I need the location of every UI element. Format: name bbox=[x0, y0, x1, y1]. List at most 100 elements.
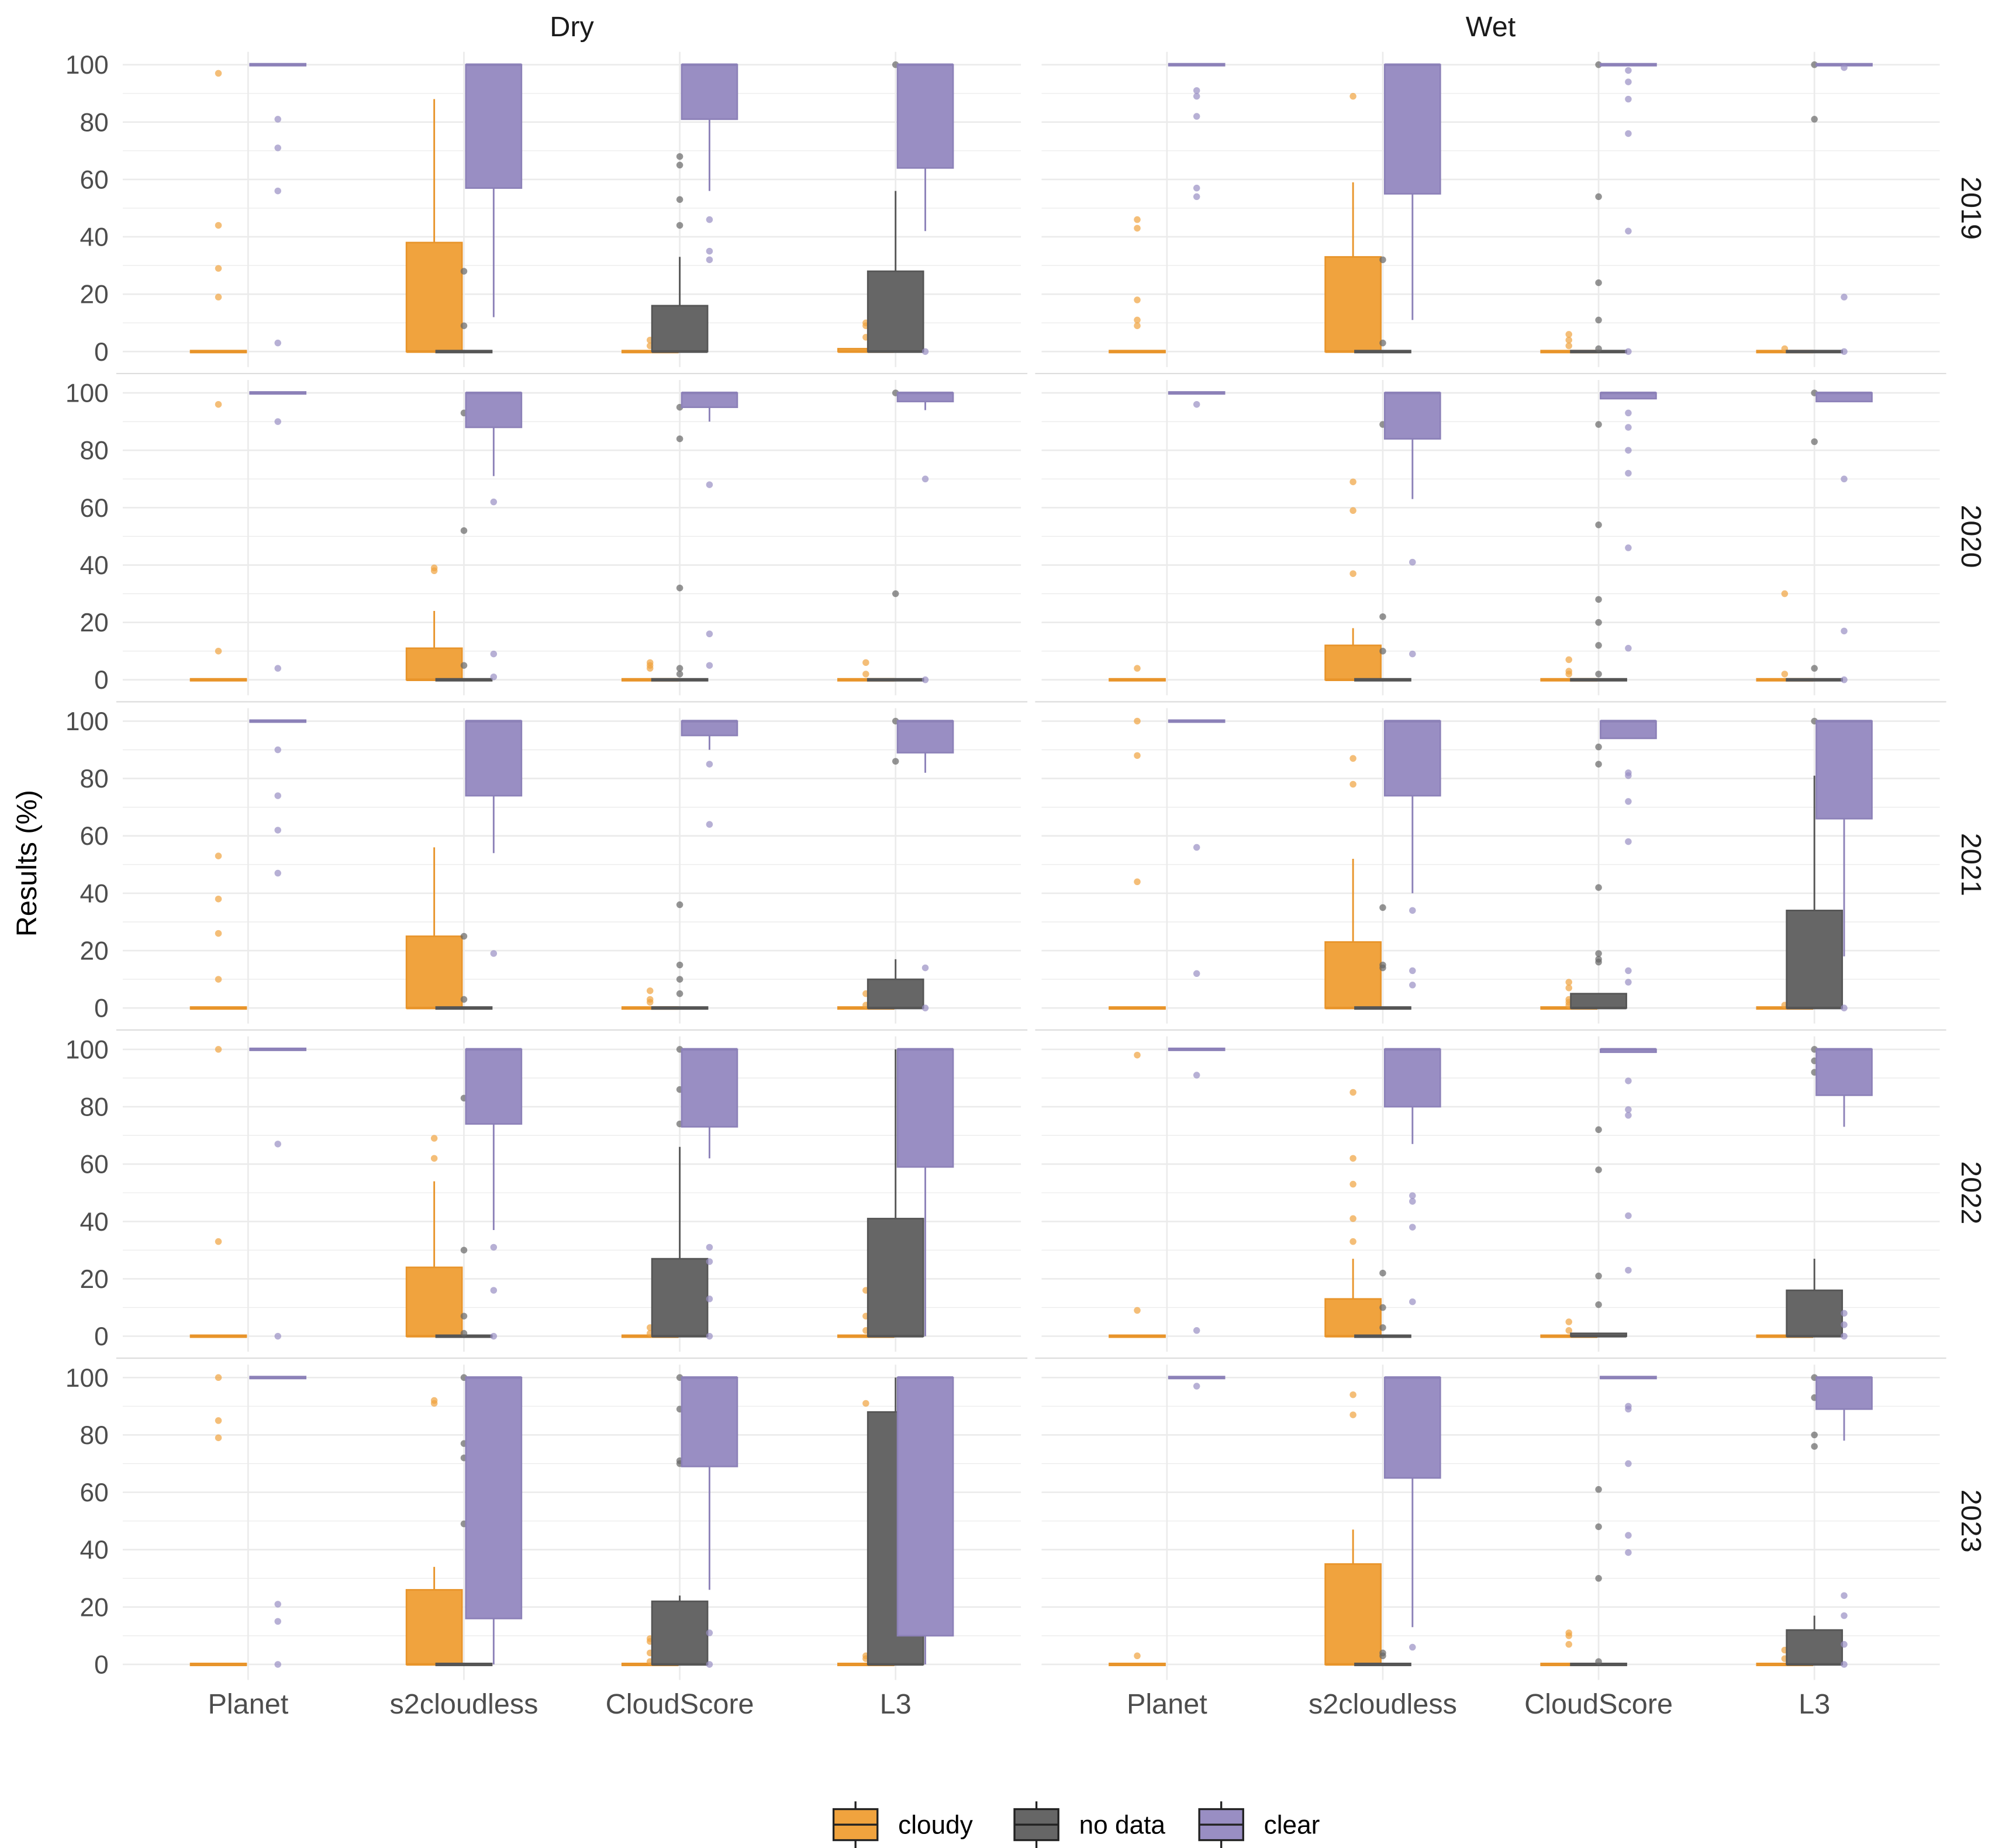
box bbox=[405, 1266, 463, 1337]
outlier-point bbox=[676, 990, 683, 997]
y-tick-label: 0 bbox=[94, 666, 109, 695]
outlier-point bbox=[215, 1374, 222, 1381]
outlier-point bbox=[676, 976, 683, 983]
outlier-point bbox=[676, 671, 683, 678]
outlier-point bbox=[921, 1004, 929, 1011]
box-L3-clear bbox=[1815, 391, 1873, 683]
outlier-point bbox=[1565, 985, 1572, 992]
box-L3-clear bbox=[896, 1048, 954, 1336]
box-Planet-cloudy bbox=[1109, 216, 1166, 354]
outlier-point bbox=[1379, 1324, 1386, 1331]
outlier-point bbox=[274, 1141, 281, 1148]
box bbox=[1786, 1629, 1844, 1666]
box-L3-clear bbox=[896, 1376, 954, 1664]
box bbox=[405, 935, 463, 1009]
outlier-point bbox=[1595, 671, 1602, 678]
outlier-point bbox=[1134, 717, 1141, 725]
legend-item-clear: clear bbox=[1198, 1801, 1320, 1848]
outlier-point bbox=[1625, 1532, 1632, 1539]
box-s2cloudless-no-data bbox=[1354, 256, 1411, 354]
outlier-point bbox=[921, 348, 929, 355]
outlier-point bbox=[215, 1046, 222, 1053]
outlier-point bbox=[274, 1332, 281, 1340]
box-CloudScore-clear bbox=[681, 391, 738, 669]
outlier-point bbox=[1841, 1321, 1848, 1328]
outlier-point bbox=[706, 761, 713, 768]
box bbox=[681, 392, 738, 408]
outlier-point bbox=[1625, 95, 1632, 103]
outlier-point bbox=[1625, 409, 1632, 417]
box-CloudScore-no-data bbox=[651, 153, 709, 353]
y-tick-label: 40 bbox=[80, 879, 109, 908]
y-tick-label: 80 bbox=[80, 1093, 109, 1122]
outlier-point bbox=[1379, 339, 1386, 347]
y-tick-label: 0 bbox=[94, 1322, 109, 1351]
box bbox=[1815, 1048, 1873, 1096]
box bbox=[651, 1258, 709, 1337]
box-Planet-clear bbox=[1168, 1047, 1226, 1334]
box bbox=[681, 1048, 738, 1128]
outlier-point bbox=[1595, 279, 1602, 286]
outlier-point bbox=[274, 665, 281, 672]
box-CloudScore-cloudy bbox=[621, 987, 679, 1010]
outlier-point bbox=[1193, 193, 1200, 201]
box-s2cloudless-cloudy bbox=[1324, 1089, 1382, 1338]
outlier-point bbox=[1595, 1575, 1602, 1582]
box-CloudScore-no-data bbox=[1570, 1486, 1627, 1666]
outlier-point bbox=[1409, 1198, 1416, 1205]
box-Planet-cloudy bbox=[1109, 717, 1166, 1010]
box bbox=[896, 720, 954, 754]
outlier-point bbox=[1625, 1460, 1632, 1467]
outlier-point bbox=[1625, 1077, 1632, 1084]
box bbox=[465, 64, 523, 189]
outlier-point bbox=[1134, 216, 1141, 223]
box bbox=[1786, 910, 1844, 1009]
outlier-point bbox=[706, 1258, 713, 1265]
outlier-point bbox=[430, 567, 438, 575]
outlier-point bbox=[892, 590, 899, 597]
outlier-point bbox=[490, 1243, 498, 1251]
outlier-point bbox=[215, 1238, 222, 1245]
outlier-point bbox=[1595, 743, 1602, 751]
y-tick-label: 0 bbox=[94, 994, 109, 1023]
outlier-point bbox=[1134, 1051, 1141, 1059]
box-Planet-clear bbox=[249, 1047, 307, 1340]
outlier-point bbox=[1565, 1327, 1572, 1334]
box-L3-clear bbox=[1815, 720, 1873, 1011]
row-strip-label: 2022 bbox=[1955, 1161, 1987, 1224]
outlier-point bbox=[1134, 224, 1141, 232]
outlier-point bbox=[1193, 400, 1200, 408]
outlier-point bbox=[706, 1629, 713, 1636]
box-CloudScore-clear bbox=[1600, 1048, 1657, 1274]
row-strip-label: 2020 bbox=[1955, 505, 1987, 568]
outlier-point bbox=[460, 932, 468, 940]
box-CloudScore-cloudy bbox=[1540, 331, 1598, 354]
outlier-point bbox=[921, 964, 929, 972]
box-Planet-cloudy bbox=[1109, 1652, 1166, 1666]
outlier-point bbox=[490, 1332, 498, 1340]
outlier-point bbox=[1841, 1661, 1848, 1668]
box bbox=[1324, 1298, 1382, 1337]
outlier-point bbox=[1595, 316, 1602, 324]
y-tick-label: 20 bbox=[80, 609, 109, 637]
box-Planet-cloudy bbox=[1109, 665, 1166, 682]
box bbox=[651, 305, 709, 353]
box-CloudScore-no-data bbox=[1570, 1126, 1627, 1338]
outlier-point bbox=[1625, 645, 1632, 652]
box-L3-clear bbox=[1815, 63, 1873, 355]
outlier-point bbox=[274, 418, 281, 425]
box bbox=[681, 64, 738, 120]
outlier-point bbox=[490, 1287, 498, 1294]
y-tick-label: 0 bbox=[94, 1650, 109, 1679]
box-s2cloudless-clear bbox=[465, 391, 523, 681]
box bbox=[867, 978, 924, 1009]
outlier-point bbox=[460, 996, 468, 1003]
x-tick-label: CloudScore bbox=[1524, 1688, 1673, 1720]
outlier-point bbox=[1595, 958, 1602, 966]
box-s2cloudless-cloudy bbox=[1324, 755, 1382, 1010]
outlier-point bbox=[1841, 1004, 1848, 1011]
outlier-point bbox=[1379, 256, 1386, 264]
outlier-point bbox=[1565, 331, 1572, 338]
outlier-point bbox=[1595, 345, 1602, 353]
outlier-point bbox=[1565, 656, 1572, 664]
